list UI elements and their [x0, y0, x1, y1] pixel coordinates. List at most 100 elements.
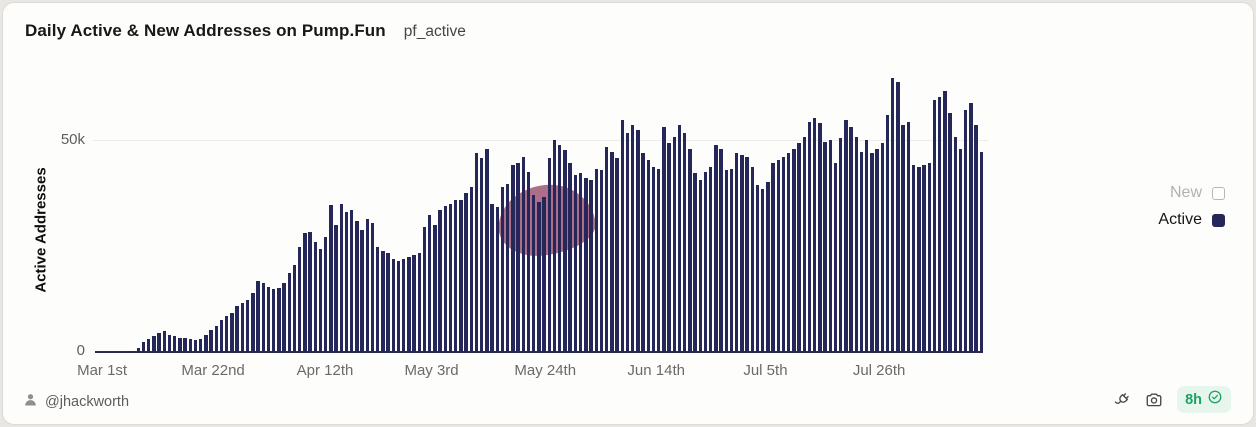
bar [162, 330, 167, 353]
x-tick-label: Mar 22nd [181, 362, 245, 379]
bar [833, 163, 838, 353]
bar [308, 232, 312, 353]
plug-icon [1113, 391, 1131, 409]
bar [396, 261, 401, 353]
bar [911, 165, 916, 353]
bar [880, 143, 885, 353]
bar [230, 313, 234, 353]
bar [318, 248, 323, 353]
bar [974, 125, 978, 353]
bar [469, 186, 474, 353]
bar [95, 352, 99, 353]
bar-plot[interactable] [95, 63, 983, 353]
bar [948, 113, 952, 353]
bar [568, 163, 572, 353]
author-link[interactable]: @jhackworth [23, 392, 129, 411]
bar [422, 227, 427, 353]
bar [277, 287, 281, 353]
bar [646, 160, 650, 353]
bar [745, 156, 749, 353]
bar [552, 140, 557, 353]
bar [110, 352, 115, 353]
bar [480, 158, 484, 353]
query-name-link[interactable]: pf_active [403, 23, 466, 40]
bar [365, 218, 369, 353]
camera-icon [1145, 391, 1163, 409]
bar [563, 150, 567, 353]
bar [724, 170, 728, 353]
bar [558, 145, 562, 353]
refresh-age: 8h [1185, 391, 1202, 408]
bar [813, 118, 817, 353]
bar [662, 126, 666, 353]
bar [303, 233, 307, 353]
bar [448, 203, 453, 353]
x-tick-label: May 24th [514, 362, 577, 379]
bar [131, 350, 135, 353]
bar [604, 146, 609, 353]
bar [688, 148, 692, 353]
bar [401, 259, 406, 353]
bar [761, 188, 765, 353]
bar [922, 165, 926, 353]
bar [287, 272, 291, 353]
screenshot-button[interactable] [1145, 391, 1163, 409]
gridline-50k [93, 140, 988, 141]
y-axis-title: Active Addresses [32, 167, 50, 293]
bar [313, 241, 317, 353]
legend-item-active[interactable]: Active [1158, 211, 1225, 229]
bar [734, 153, 739, 353]
x-tick-label: Jul 26th [852, 362, 906, 379]
bar [781, 156, 786, 353]
bar [412, 255, 416, 353]
bar [292, 265, 297, 353]
bar [682, 133, 687, 353]
checkbox-unchecked-icon [1212, 186, 1225, 200]
bar [787, 153, 791, 353]
bar [329, 205, 333, 353]
bar [407, 257, 411, 353]
embed-button[interactable] [1113, 391, 1131, 409]
check-badge-icon [1207, 389, 1223, 410]
bar [266, 287, 271, 353]
bar [526, 172, 531, 353]
bar [334, 225, 338, 353]
bar [844, 120, 848, 353]
bar [703, 171, 708, 353]
bar [381, 250, 385, 353]
bar [240, 302, 245, 353]
bar [173, 336, 177, 353]
bar [875, 148, 879, 353]
bar [271, 289, 276, 353]
x-tick-label: Mar 1st [77, 362, 128, 379]
bar [672, 136, 676, 353]
bar [740, 154, 744, 353]
bar [506, 183, 510, 353]
bar [542, 196, 546, 353]
bar [714, 145, 718, 353]
bar [750, 166, 754, 353]
bar [906, 121, 911, 353]
bar [167, 334, 172, 353]
bar [927, 163, 931, 353]
bar [865, 140, 869, 353]
legend-label-new: New [1169, 184, 1202, 201]
bar [245, 299, 250, 353]
bar [828, 140, 833, 353]
bar [937, 96, 942, 353]
bar [355, 220, 359, 353]
avatar [23, 392, 38, 411]
bar [839, 138, 843, 353]
bar [147, 338, 151, 353]
bar [849, 126, 853, 353]
bar [584, 178, 588, 353]
legend-item-new[interactable]: New [1170, 184, 1225, 202]
bar [204, 334, 208, 353]
bar [417, 252, 421, 353]
bar [776, 160, 781, 353]
bar [360, 229, 364, 353]
bar [693, 173, 697, 353]
bar [870, 153, 874, 353]
bar [297, 246, 302, 353]
refresh-status-badge[interactable]: 8h [1177, 386, 1231, 413]
